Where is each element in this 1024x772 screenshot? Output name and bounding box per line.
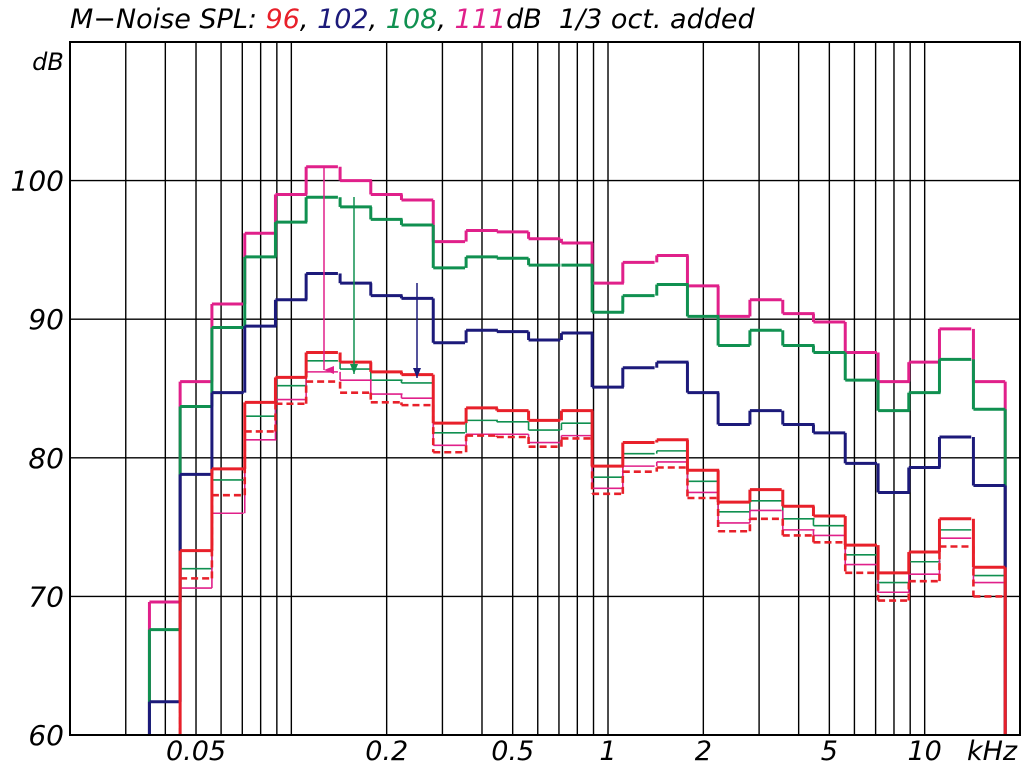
y-tick-label: 60 [28, 719, 64, 752]
title-part: 108 [386, 4, 438, 35]
x-axis-label: kHz [967, 736, 1018, 767]
y-tick-label: 90 [28, 303, 64, 336]
title-part: , [369, 4, 386, 35]
title-part: 102 [317, 4, 369, 35]
title-part: dB 1/3 oct. added [506, 4, 755, 35]
x-tick-label: 0.5 [491, 736, 534, 767]
x-tick-label: 2 [695, 736, 712, 767]
y-tick-label: 70 [28, 580, 64, 613]
title-part: , [437, 4, 454, 35]
series [147, 195, 1007, 735]
title-part: 111 [455, 4, 507, 35]
x-tick-label: 0.05 [166, 736, 226, 767]
x-tick-label: 5 [821, 736, 838, 767]
grid [70, 42, 1020, 736]
x-tick-label: 1 [599, 736, 616, 767]
series [178, 350, 1007, 735]
title-part: 96 [266, 4, 300, 35]
y-tick-label: 80 [28, 442, 64, 475]
x-tick-label: 0.2 [365, 736, 408, 767]
chart-title: M−Noise SPL: 96, 102, 108, 111dB 1/3 oct… [70, 4, 755, 35]
plot-lines [147, 165, 1007, 735]
plot-frame [69, 41, 1021, 736]
x-tick-label: 10 [907, 736, 941, 767]
arrows [323, 168, 421, 378]
title-part: M−Noise SPL: [70, 4, 266, 35]
y-axis-label: dB [32, 48, 64, 76]
y-tick-label: 100 [11, 165, 64, 198]
title-part: , [300, 4, 317, 35]
